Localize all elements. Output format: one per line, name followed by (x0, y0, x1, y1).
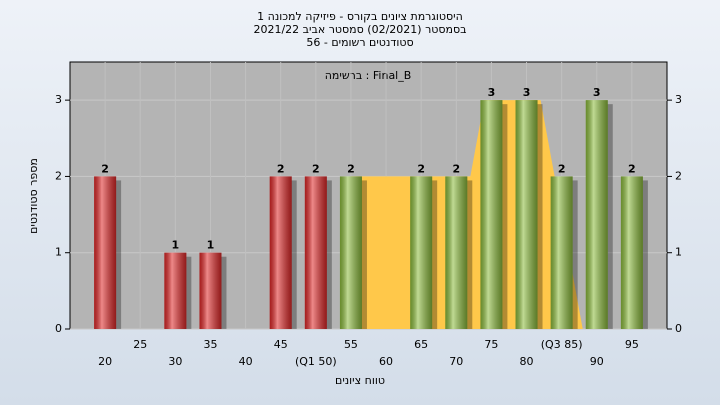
data-label: 2 (312, 162, 320, 175)
x-tick-label: 25 (133, 338, 147, 351)
bar-shine (480, 100, 503, 330)
x-tick-label: 20 (98, 355, 112, 368)
y2-tick-label: 0 (675, 322, 682, 335)
data-label: 2 (452, 162, 460, 175)
x-tick-label: (Q1 50) (295, 355, 337, 368)
data-label: 1 (172, 239, 180, 252)
title-line: סטודנטים רשומים - 56 (306, 36, 413, 49)
data-label: 3 (523, 86, 531, 99)
bar-shine (269, 176, 292, 329)
x-tick-label: 80 (520, 355, 534, 368)
y2-tick-label: 1 (675, 246, 682, 259)
x-tick-label: 65 (414, 338, 428, 351)
title-line: היסטוגרמת ציונים בקורס - פיזיקה למכונה 1 (257, 10, 463, 23)
bar-shine (620, 176, 643, 329)
y-tick-label: 1 (55, 246, 62, 259)
data-label: 2 (628, 162, 636, 175)
y-tick-label: 3 (55, 93, 62, 106)
x-tick-label: 45 (274, 338, 288, 351)
bar-shine (164, 252, 187, 329)
y2-tick-label: 3 (675, 93, 682, 106)
bar-shine (410, 176, 433, 329)
data-label: 3 (488, 86, 496, 99)
y-axis-label: מספר סטודנטים (27, 158, 40, 234)
annotation: ברשימה : Final_B (325, 69, 412, 82)
title-line: בסמסטר (02/2021) סמסטר אביב 2021/22 (253, 23, 466, 36)
x-tick-label: 55 (344, 338, 358, 351)
bar-shine (585, 100, 608, 330)
data-label: 2 (347, 162, 355, 175)
y-tick-label: 2 (55, 169, 62, 182)
x-tick-label: 40 (239, 355, 253, 368)
bar-shine (339, 176, 362, 329)
data-label: 1 (207, 239, 215, 252)
x-tick-label: 90 (590, 355, 604, 368)
bar-shine (304, 176, 327, 329)
x-tick-label: (Q3 85) (541, 338, 583, 351)
bar-shine (550, 176, 573, 329)
bar-shine (515, 100, 538, 330)
x-axis-label: טווח ציונים (335, 374, 385, 387)
y2-tick-label: 2 (675, 169, 682, 182)
data-label: 2 (417, 162, 425, 175)
bar-shine (445, 176, 468, 329)
x-tick-label: 60 (379, 355, 393, 368)
x-tick-label: 70 (449, 355, 463, 368)
data-label: 2 (101, 162, 109, 175)
x-tick-label: 35 (203, 338, 217, 351)
data-label: 2 (558, 162, 566, 175)
data-label: 2 (277, 162, 285, 175)
bar-shine (199, 252, 222, 329)
bar-shine (94, 176, 117, 329)
x-tick-label: 75 (484, 338, 498, 351)
x-tick-label: 95 (625, 338, 639, 351)
data-label: 3 (593, 86, 601, 99)
x-tick-label: 30 (168, 355, 182, 368)
y-tick-label: 0 (55, 322, 62, 335)
